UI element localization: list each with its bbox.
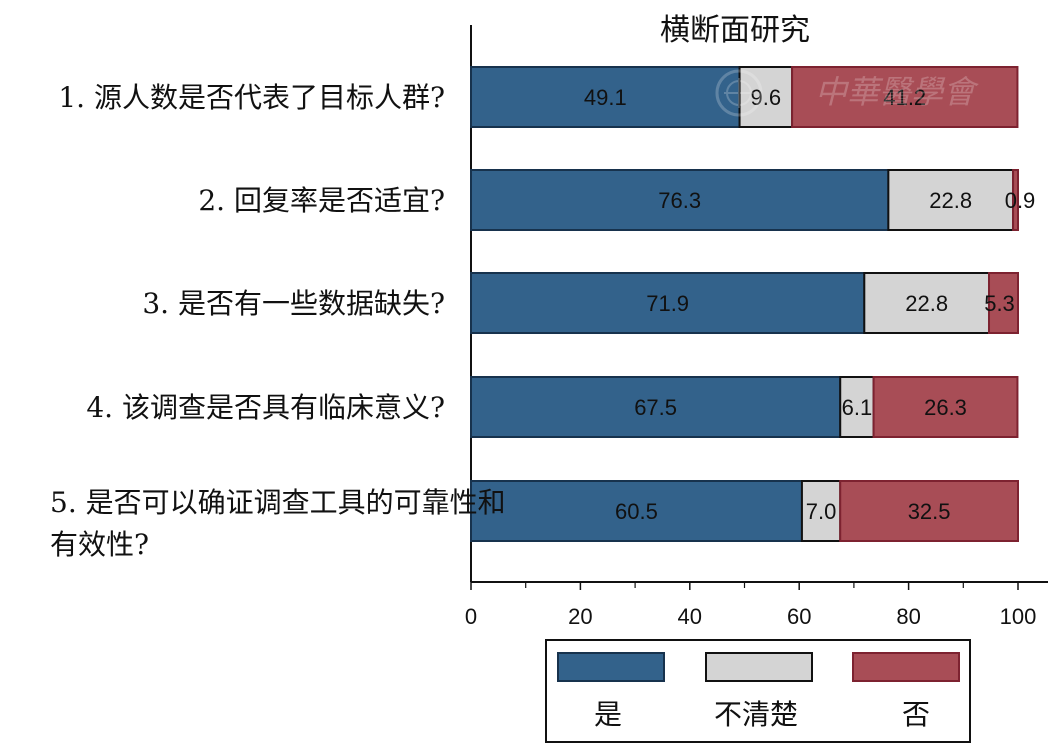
watermark-group: 中華醫學會 bbox=[715, 69, 979, 117]
legend: 是 不清楚 否 bbox=[545, 639, 971, 743]
bar-value-label: 9.6 bbox=[751, 85, 782, 110]
bar-value-label: 26.3 bbox=[924, 395, 967, 420]
bar-segment bbox=[988, 272, 1019, 334]
watermark-seal-inner-icon bbox=[726, 80, 752, 106]
bar-value-label: 49.1 bbox=[584, 85, 627, 110]
category-label: 5. 是否可以确证调查工具的可靠性和 bbox=[50, 486, 506, 519]
x-tick-label: 20 bbox=[568, 604, 592, 629]
bar-value-label: 22.8 bbox=[929, 188, 972, 213]
x-tick-label: 100 bbox=[1000, 604, 1037, 629]
bar-value-label: 32.5 bbox=[908, 499, 951, 524]
bar-value-label: 67.5 bbox=[634, 395, 677, 420]
watermark-seal-icon bbox=[715, 69, 763, 117]
bar-segment bbox=[872, 376, 1019, 438]
category-label: 2. 回复率是否适宜? bbox=[198, 184, 445, 217]
bar-segment bbox=[863, 272, 991, 334]
x-tick-label: 60 bbox=[787, 604, 811, 629]
x-axis-group: 0 20 40 60 80 100 bbox=[465, 581, 1048, 629]
bar-value-label: 60.5 bbox=[615, 499, 658, 524]
chart-title: 横断面研究 bbox=[660, 13, 810, 48]
bar-segment bbox=[470, 272, 866, 334]
bar-value-label: 71.9 bbox=[646, 291, 689, 316]
bar-label-group: 49.1 9.6 41.2 76.3 22.8 0.9 71.9 22.8 5.3 67.5 6.1… bbox=[584, 85, 1035, 524]
x-tick-label: 80 bbox=[896, 604, 920, 629]
bar-segment bbox=[470, 480, 803, 542]
category-label: 3. 是否有一些数据缺失? bbox=[142, 287, 445, 320]
bar-group bbox=[470, 66, 1020, 542]
legend-label: 否 bbox=[902, 698, 930, 731]
legend-label: 不清楚 bbox=[714, 698, 798, 731]
bar-segment bbox=[791, 66, 1019, 128]
legend-swatch bbox=[557, 652, 665, 682]
x-tick-label: 40 bbox=[678, 604, 702, 629]
bar-value-label: 41.2 bbox=[883, 85, 926, 110]
bar-segment bbox=[738, 66, 794, 128]
legend-swatch bbox=[852, 652, 960, 682]
watermark-cross-icon bbox=[724, 78, 754, 108]
bar-value-label: 22.8 bbox=[905, 291, 948, 316]
bar-value-label: 6.1 bbox=[842, 395, 873, 420]
bar-value-label: 5.3 bbox=[984, 291, 1015, 316]
category-label: 1. 源人数是否代表了目标人群? bbox=[58, 81, 445, 114]
bar-value-label: 7.0 bbox=[806, 499, 837, 524]
category-label: 有效性? bbox=[50, 528, 149, 561]
category-label: 4. 该调查是否具有临床意义? bbox=[86, 391, 445, 424]
watermark-text: 中華醫學會 bbox=[815, 73, 979, 111]
bar-value-label: 0.9 bbox=[1005, 188, 1036, 213]
legend-swatch bbox=[705, 652, 813, 682]
bar-segment bbox=[839, 480, 1019, 542]
bar-segment bbox=[1012, 169, 1020, 231]
category-label-group: 1. 源人数是否代表了目标人群? 2. 回复率是否适宜? 3. 是否有一些数据缺失?… bbox=[50, 81, 506, 561]
bar-value-label: 76.3 bbox=[658, 188, 701, 213]
legend-label: 是 bbox=[594, 698, 622, 731]
x-tick-label: 0 bbox=[465, 604, 477, 629]
